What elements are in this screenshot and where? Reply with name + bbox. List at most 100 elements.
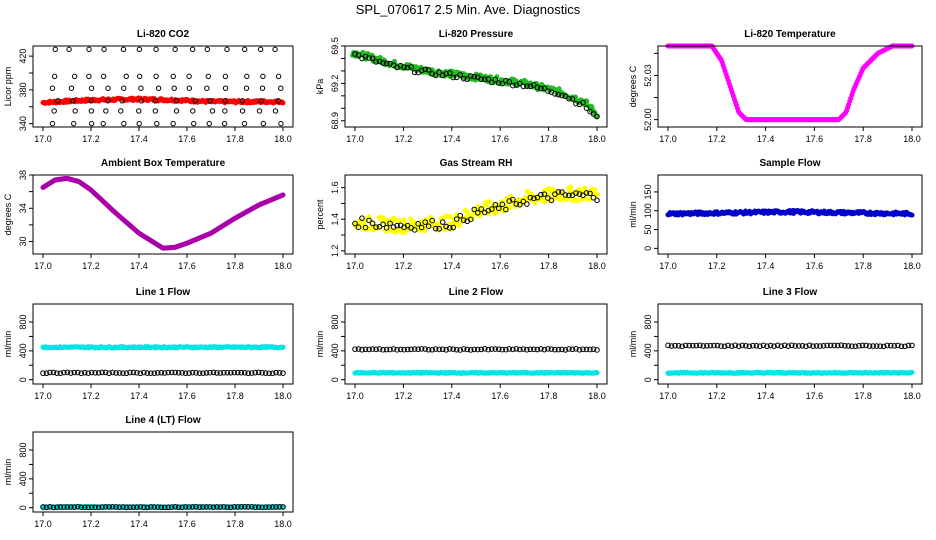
- data-point: [510, 82, 516, 89]
- data-point: [352, 220, 358, 227]
- data-point: [700, 343, 707, 349]
- data-point: [366, 217, 372, 224]
- data-point: [189, 369, 196, 376]
- data-point: [788, 342, 795, 349]
- data-point: [366, 346, 372, 353]
- data-point: [78, 370, 85, 377]
- data-point: [168, 369, 175, 376]
- data-point: [422, 66, 428, 73]
- data-point: [760, 342, 767, 349]
- data-point: [672, 342, 678, 349]
- data-point: [408, 346, 414, 353]
- data-point: [460, 346, 467, 352]
- data-point: [369, 346, 376, 352]
- data-point: [527, 194, 534, 201]
- data-point: [239, 98, 246, 104]
- data-point: [471, 73, 478, 80]
- data-point: [255, 504, 262, 510]
- data-point: [203, 370, 210, 376]
- data-point: [520, 83, 527, 90]
- data-point: [165, 369, 172, 376]
- data-point: [580, 346, 586, 353]
- data-point: [54, 504, 60, 510]
- data-point: [141, 504, 147, 511]
- panel-title: Line 4 (LT) Flow: [125, 415, 201, 426]
- data-point: [64, 504, 71, 510]
- data-point: [387, 346, 393, 353]
- data-point: [531, 346, 537, 353]
- y-tick-label: 0: [643, 377, 653, 382]
- data-point: [71, 120, 77, 127]
- y-tick-label: 52.00: [643, 108, 653, 131]
- data-point: [192, 98, 199, 104]
- data-point: [436, 226, 442, 232]
- data-point: [252, 369, 258, 376]
- data-point: [488, 346, 495, 352]
- data-point: [153, 46, 159, 53]
- data-point: [559, 346, 565, 353]
- data-point: [92, 504, 98, 511]
- x-tick-label: 17.0: [659, 261, 677, 271]
- data-point: [891, 343, 898, 349]
- data-point: [693, 342, 700, 349]
- data-point: [203, 504, 210, 510]
- data-point: [153, 73, 159, 80]
- data-point: [134, 504, 140, 510]
- data-point: [439, 219, 446, 225]
- y-axis-label: ml/min: [628, 331, 638, 358]
- data-point: [390, 346, 397, 352]
- data-point: [47, 504, 53, 510]
- data-point: [464, 346, 471, 353]
- data-point: [495, 346, 502, 352]
- data-point: [68, 504, 74, 510]
- data-point: [244, 73, 250, 80]
- y-axis-label: degrees C: [628, 65, 638, 107]
- data-point: [484, 202, 490, 208]
- data-point: [355, 52, 362, 58]
- x-tick-label: 17.0: [34, 519, 52, 529]
- data-point: [113, 370, 119, 376]
- data-point: [513, 346, 520, 352]
- data-point: [217, 370, 224, 376]
- data-point: [222, 98, 228, 104]
- data-point: [196, 370, 203, 377]
- data-point: [583, 105, 590, 111]
- data-point: [834, 342, 841, 349]
- y-tick-label: 34: [18, 203, 28, 213]
- data-point: [422, 219, 428, 225]
- panel-title: Li-820 CO2: [137, 29, 190, 40]
- data-point: [214, 504, 220, 510]
- data-point: [552, 91, 558, 97]
- data-point: [485, 346, 492, 353]
- data-point: [778, 343, 784, 349]
- data-point: [200, 504, 206, 510]
- data-point: [697, 342, 703, 349]
- data-point: [81, 504, 88, 511]
- data-point: [555, 189, 562, 195]
- x-tick-label: 17.8: [540, 391, 558, 401]
- panel-title: Line 2 Flow: [449, 287, 504, 298]
- data-point: [464, 76, 471, 82]
- data-point: [280, 192, 286, 198]
- data-point: [206, 120, 212, 127]
- data-point: [594, 192, 600, 198]
- data-point: [85, 504, 92, 511]
- data-point: [707, 342, 714, 349]
- panel-4: Ambient Box Temperature 17.0 17.2 17.4 17.6 1…: [3, 158, 294, 271]
- data-points: [352, 184, 600, 236]
- y-tick-label: 0: [18, 505, 28, 510]
- data-point: [592, 187, 598, 193]
- data-point: [102, 369, 109, 376]
- data-point: [895, 342, 901, 349]
- data-point: [276, 370, 283, 376]
- plot-frame: [32, 431, 294, 513]
- data-point: [573, 100, 579, 107]
- data-point: [548, 197, 555, 204]
- data-point: [831, 342, 838, 349]
- data-point: [582, 185, 588, 191]
- data-point: [852, 343, 859, 350]
- data-point: [78, 504, 85, 510]
- data-point: [193, 370, 199, 376]
- data-point: [447, 213, 453, 219]
- data-point: [168, 504, 175, 510]
